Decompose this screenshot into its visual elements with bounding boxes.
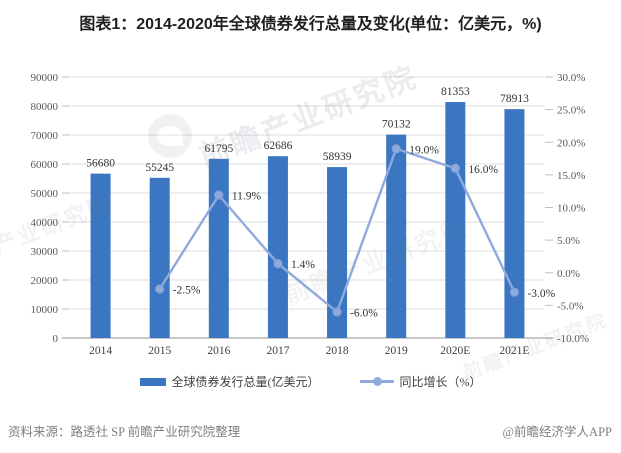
right-axis-tick: 0.0% <box>557 268 580 280</box>
x-axis-label: 2015 <box>148 345 171 357</box>
bar-series: 56680 55245 61795 62686 58939 70132 81353 78913 <box>86 86 529 339</box>
chart-title: 图表1：2014-2020年全球债券发行总量及变化(单位：亿美元，%) <box>79 16 542 33</box>
brand-credit: @前瞻经济学人APP <box>502 425 612 439</box>
marker-2021E <box>509 287 520 298</box>
bar-value-label: 56680 <box>86 158 115 170</box>
x-axis-label: 2018 <box>326 345 349 357</box>
left-axis-tick: 60000 <box>31 159 59 171</box>
bar-2021E <box>504 109 525 338</box>
right-axis-tick: 30.0% <box>557 72 585 84</box>
legend-line-swatch <box>359 377 394 386</box>
growth-value-label: 11.9% <box>232 191 262 203</box>
legend-item-growth: 同比增长（%） <box>359 373 482 390</box>
right-axis-tick: -5.0% <box>557 300 584 312</box>
x-axis-label: 2017 <box>266 345 289 357</box>
right-axis-tick: 5.0% <box>557 235 580 247</box>
x-axis-label: 2019 <box>385 345 408 357</box>
line-series: -2.5% 11.9% 1.4% -6.0% 19.0% 16.0% -3.0% <box>154 144 556 319</box>
growth-value-label: -6.0% <box>350 307 378 319</box>
bar-value-label: 61795 <box>204 143 233 155</box>
bar-2020E <box>445 102 466 339</box>
legend: 全球债券发行总量(亿美元） 同比增长（%） <box>0 373 621 390</box>
bar-2016 <box>208 158 229 338</box>
legend-item-total: 全球债券发行总量(亿美元） <box>139 373 320 390</box>
left-axis-tick: 10000 <box>31 304 59 316</box>
axes: 0 10000 20000 30000 40000 50000 60000 70000 8000… <box>31 72 590 357</box>
left-axis-tick: 40000 <box>31 217 59 229</box>
growth-value-label: 1.4% <box>291 259 315 271</box>
marker-2018 <box>332 307 342 317</box>
bar-value-label: 78913 <box>500 93 529 105</box>
bar-value-label: 55245 <box>145 162 174 174</box>
right-axis-tick: 10.0% <box>557 203 585 215</box>
bar-value-label: 81353 <box>441 86 470 98</box>
marker-2015 <box>154 284 165 294</box>
right-axis-tick: 25.0% <box>557 105 585 117</box>
source-row: 资料来源：路透社 SP 前瞻产业研究院整理 @前瞻经济学人APP <box>8 421 612 440</box>
source-text: 资料来源：路透社 SP 前瞻产业研究院整理 <box>8 425 241 439</box>
bar-2014 <box>90 173 111 338</box>
x-axis-label: 2016 <box>207 345 230 357</box>
marker-2017 <box>273 258 283 269</box>
right-axis-tick: 20.0% <box>557 137 585 149</box>
growth-value-label: -3.0% <box>527 288 555 300</box>
bar-value-label: 70132 <box>382 119 411 131</box>
left-axis-tick: 20000 <box>31 275 59 287</box>
left-axis-tick: 80000 <box>31 101 59 113</box>
legend-label-growth: 同比增长（%） <box>399 375 482 389</box>
x-axis-label: 2014 <box>89 345 112 357</box>
x-axis-label: 2020E <box>440 345 470 357</box>
left-axis-tick: 50000 <box>31 188 59 200</box>
bar-2019 <box>386 134 407 338</box>
bar-2015 <box>149 177 170 338</box>
bar-value-label: 58939 <box>323 151 352 163</box>
left-axis-tick: 90000 <box>31 72 59 84</box>
bar-value-label: 62686 <box>264 140 293 152</box>
growth-value-label: -2.5% <box>173 285 201 297</box>
marker-2016 <box>214 190 224 200</box>
left-axis-tick: 30000 <box>31 246 59 258</box>
x-axis-label: 2021E <box>499 345 529 357</box>
right-axis-tick: -10.0% <box>557 333 589 345</box>
legend-label-total: 全球债券发行总量(亿美元） <box>171 375 320 389</box>
marker-2019 <box>391 144 401 154</box>
marker-2020E <box>450 163 461 174</box>
legend-bar-swatch <box>139 377 166 386</box>
growth-value-label: 19.0% <box>409 144 439 156</box>
bar-2017 <box>267 156 288 338</box>
left-axis-tick: 70000 <box>31 130 59 142</box>
gridlines <box>71 76 544 310</box>
right-axis-tick: 15.0% <box>557 170 585 182</box>
growth-value-label: 16.0% <box>468 164 498 176</box>
left-axis-tick: 0 <box>53 333 59 345</box>
